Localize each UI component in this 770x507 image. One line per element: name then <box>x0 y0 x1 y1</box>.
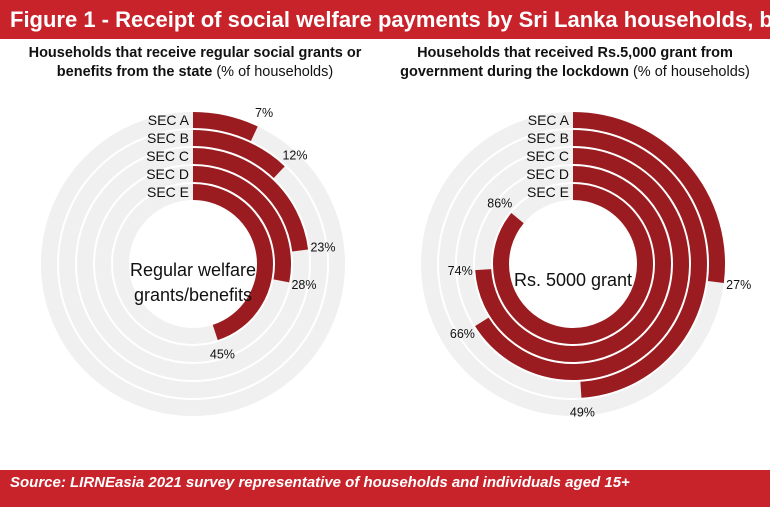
left-value-label-2: 23% <box>310 241 335 255</box>
left-category-label-2: SEC C <box>146 148 189 164</box>
left-chart-title-main: Households that receive regular social g… <box>28 45 362 80</box>
right-value-label-3: 74% <box>448 264 473 278</box>
right-value-label-0: 27% <box>726 278 751 292</box>
left-bar-sec-b <box>192 130 285 179</box>
right-radial-chart: SEC A 27% SEC B 49% SEC C 66% SEC D 74% SEC E 86% <box>421 112 751 420</box>
radial-bar-charts: SEC A 7%SEC B12%SEC C23%SEC D28%SEC E45% … <box>41 106 751 420</box>
right-chart-title-main: Households that received Rs.5,000 grant … <box>400 45 733 80</box>
right-category-label-0: SEC A <box>528 112 570 128</box>
left-category-label-0: SEC A <box>148 112 190 128</box>
right-bar-sec-b <box>572 130 707 398</box>
left-bar-sec-c <box>192 148 309 252</box>
left-center-label-line2: grants/benefits <box>134 285 252 305</box>
left-value-label-1: 12% <box>282 148 307 162</box>
left-category-label-4: SEC E <box>147 184 189 200</box>
right-value-label-2: 66% <box>450 327 475 341</box>
left-bar-sec-e <box>192 184 274 341</box>
source-note: Source: LIRNEasia 2021 survey representa… <box>0 470 770 507</box>
right-category-label-4: SEC E <box>527 184 569 200</box>
right-chart-title-unit: (% of households) <box>628 64 750 80</box>
right-bar-sec-a <box>572 112 725 284</box>
right-bar-sec-e <box>493 184 653 344</box>
right-bar-sec-c <box>475 148 689 380</box>
left-chart-title-unit: (% of households) <box>212 64 334 80</box>
left-bar-sec-a <box>192 112 258 142</box>
right-bar-sec-d <box>475 166 671 362</box>
left-center-label-line1: Regular welfare <box>130 260 256 280</box>
left-radial-chart: SEC A 7% SEC B 12% SEC C 23% SEC D 28% SEC E 45% <box>41 106 345 416</box>
figure-title: Figure 1 - Receipt of social welfare pay… <box>0 0 770 39</box>
left-value-label-3: 28% <box>291 278 316 292</box>
right-category-label-3: SEC D <box>526 166 569 182</box>
left-chart-title: Households that receive regular social g… <box>10 44 380 82</box>
right-category-label-1: SEC B <box>527 130 569 146</box>
left-value-label-4: 45% <box>210 347 235 361</box>
right-value-label-1: 49% <box>570 406 595 420</box>
right-value-label-4: 86% <box>487 196 512 210</box>
left-category-label-1: SEC B <box>147 130 189 146</box>
left-value-label-0: 7% <box>255 106 273 120</box>
right-category-label-2: SEC C <box>526 148 569 164</box>
left-bar-sec-d <box>192 166 291 283</box>
right-chart-title: Households that received Rs.5,000 grant … <box>395 44 755 82</box>
left-category-label-3: SEC D <box>146 166 189 182</box>
right-center-label: Rs. 5000 grant <box>514 270 632 290</box>
